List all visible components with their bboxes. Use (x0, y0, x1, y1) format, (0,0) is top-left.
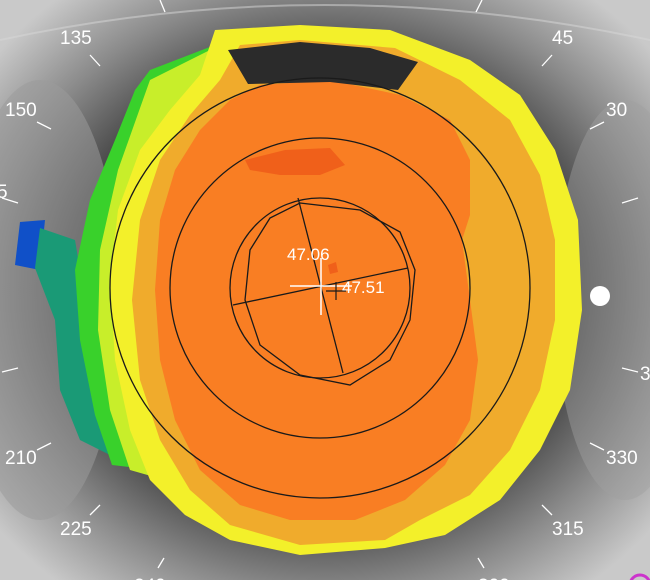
degree-label-300-partial: 300 (478, 576, 510, 580)
steep-k-reading: 47.06 (287, 245, 330, 264)
degree-ticks (1, 0, 639, 569)
degree-label-210: 210 (5, 448, 37, 469)
ring-outer (109, 77, 531, 499)
ring-inner (229, 197, 411, 379)
map-zone-teal (35, 228, 110, 455)
map-zone-hot-spot (245, 148, 345, 175)
map-zone-yellow-green (98, 45, 240, 480)
degree-label-225: 225 (60, 519, 92, 540)
flat-k-reading: 47.51 (342, 278, 385, 297)
center-crosshair (290, 258, 352, 315)
degree-label-240-partial: 240 (134, 576, 166, 580)
degree-label-135: 135 (60, 28, 92, 49)
pupil-outline (244, 202, 416, 386)
upper-eyelid-crease (0, 4, 650, 41)
map-spot-inner (328, 262, 338, 274)
degree-label-315: 315 (552, 519, 584, 540)
degree-label-30: 30 (606, 100, 627, 121)
corner-marker-icon (629, 573, 650, 580)
degree-label-345-partial: 3 (640, 364, 650, 385)
apex-crosshair (326, 282, 346, 300)
degree-label-150: 150 (5, 100, 37, 121)
degree-label-45: 45 (552, 28, 573, 49)
degree-label-165-partial: 5 (0, 182, 8, 203)
degree-label-330: 330 (606, 448, 638, 469)
corneal-reflex-spot (590, 286, 610, 306)
degree-labels: 135 45 150 30 5 210 330 225 315 240 300 … (0, 28, 650, 580)
eyelid-shadow (228, 42, 418, 90)
map-zone-central (155, 80, 478, 520)
ring-middle (169, 137, 471, 439)
reference-rings (109, 77, 531, 499)
